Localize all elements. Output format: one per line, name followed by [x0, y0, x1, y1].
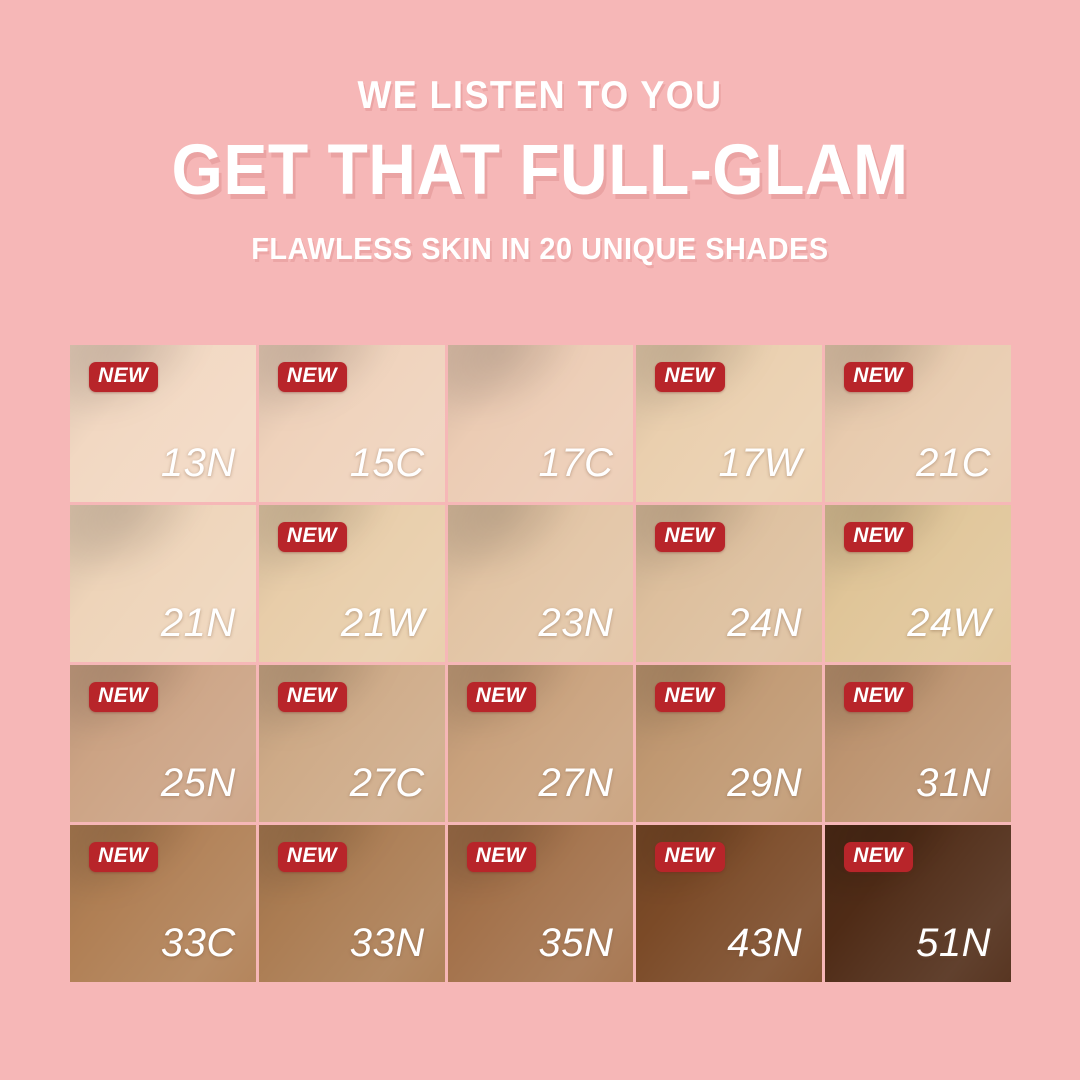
- new-badge: NEW: [655, 842, 725, 872]
- new-badge: NEW: [466, 682, 536, 712]
- shade-swatch[interactable]: NEW 21W: [258, 505, 445, 662]
- shade-swatch[interactable]: NEW 17W: [636, 345, 823, 502]
- new-badge: NEW: [655, 362, 725, 392]
- new-badge: NEW: [844, 362, 914, 392]
- shade-swatch[interactable]: NEW 27C: [258, 665, 445, 822]
- shade-code-label: 33N: [349, 921, 425, 965]
- shade-swatch[interactable]: NEW 15C: [258, 345, 445, 502]
- shade-code-label: 17W: [718, 441, 803, 485]
- shade-code-label: 27N: [538, 761, 614, 805]
- shade-swatch-grid: NEW 13N NEW 15C 17C NEW 17W NEW 21C 21N NEW 21W 23N N…: [70, 345, 1011, 982]
- new-badge: NEW: [466, 842, 536, 872]
- shade-swatch[interactable]: NEW 13N: [70, 345, 256, 502]
- shade-swatch[interactable]: 21N: [70, 505, 256, 662]
- shade-code-label: 43N: [727, 921, 803, 965]
- shade-code-label: 21C: [916, 441, 991, 485]
- shade-swatch[interactable]: 17C: [447, 345, 634, 502]
- shade-code-label: 15C: [349, 441, 425, 485]
- shade-code-label: 33C: [160, 921, 236, 965]
- header-headline: GET THAT FULL-GLAM: [171, 131, 909, 210]
- new-badge: NEW: [277, 682, 347, 712]
- shade-code-label: 35N: [538, 921, 614, 965]
- new-badge: NEW: [89, 842, 159, 872]
- shade-code-label: 17C: [538, 441, 614, 485]
- shade-swatch[interactable]: NEW 25N: [70, 665, 256, 822]
- header-kicker: WE LISTEN TO YOU: [357, 74, 723, 117]
- shade-code-label: 13N: [160, 441, 236, 485]
- new-badge: NEW: [277, 522, 347, 552]
- new-badge: NEW: [655, 522, 725, 552]
- shade-swatch[interactable]: NEW 43N: [636, 825, 823, 982]
- shade-swatch[interactable]: NEW 24W: [825, 505, 1011, 662]
- new-badge: NEW: [89, 362, 159, 392]
- shade-code-label: 25N: [160, 761, 236, 805]
- shade-swatch[interactable]: NEW 33C: [70, 825, 256, 982]
- new-badge: NEW: [89, 682, 159, 712]
- shade-swatch[interactable]: NEW 33N: [258, 825, 445, 982]
- new-badge: NEW: [844, 842, 914, 872]
- shade-swatch[interactable]: NEW 31N: [825, 665, 1011, 822]
- shade-code-label: 24W: [907, 601, 991, 645]
- new-badge: NEW: [277, 842, 347, 872]
- shade-swatch[interactable]: NEW 24N: [636, 505, 823, 662]
- shade-swatch[interactable]: NEW 27N: [447, 665, 634, 822]
- shade-swatch[interactable]: 23N: [447, 505, 634, 662]
- header-subline: FLAWLESS SKIN IN 20 UNIQUE SHADES: [251, 231, 829, 266]
- shade-swatch[interactable]: NEW 51N: [825, 825, 1011, 982]
- shade-swatch[interactable]: NEW 29N: [636, 665, 823, 822]
- shade-code-label: 23N: [538, 601, 614, 645]
- new-badge: NEW: [655, 682, 725, 712]
- new-badge: NEW: [277, 362, 347, 392]
- promo-header: WE LISTEN TO YOU GET THAT FULL-GLAM FLAW…: [0, 76, 1080, 264]
- shade-code-label: 51N: [916, 921, 991, 965]
- new-badge: NEW: [844, 522, 914, 552]
- new-badge: NEW: [844, 682, 914, 712]
- shade-code-label: 24N: [727, 601, 803, 645]
- shade-code-label: 21W: [340, 601, 425, 645]
- shade-code-label: 31N: [916, 761, 991, 805]
- shade-code-label: 21N: [160, 601, 236, 645]
- shade-swatch[interactable]: NEW 35N: [447, 825, 634, 982]
- shade-code-label: 27C: [349, 761, 425, 805]
- shade-swatch[interactable]: NEW 21C: [825, 345, 1011, 502]
- shade-code-label: 29N: [727, 761, 803, 805]
